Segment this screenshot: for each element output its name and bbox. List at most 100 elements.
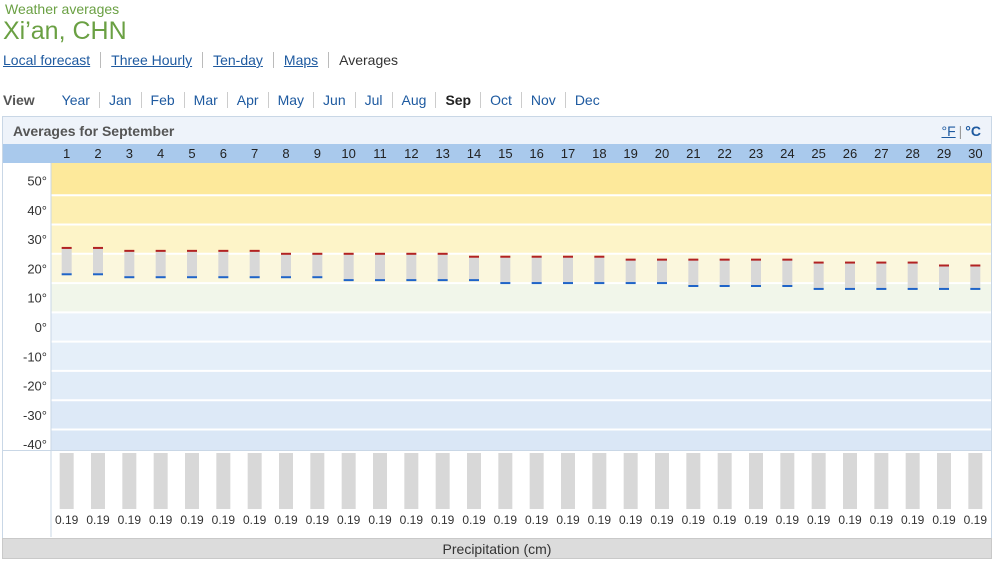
high-temp-marker: [469, 255, 479, 258]
temp-range-bar: [907, 262, 918, 289]
day-label: 29: [937, 146, 951, 161]
day-label: 19: [623, 146, 637, 161]
view-jun[interactable]: Jun: [314, 92, 356, 108]
precip-bar: [811, 453, 826, 509]
precip-value-label: 0.19: [932, 513, 956, 527]
panel-title: Averages for September: [13, 123, 175, 139]
low-temp-marker: [437, 279, 448, 282]
page-title: Xi’an, CHN: [3, 17, 127, 45]
day-label: 4: [157, 146, 164, 161]
low-temp-marker: [813, 287, 824, 290]
day-label: 11: [373, 146, 387, 161]
temp-range-bar: [688, 259, 699, 286]
view-mar[interactable]: Mar: [185, 92, 228, 108]
temp-range-bar: [751, 259, 761, 286]
low-temp-marker: [93, 273, 103, 276]
day-label: 15: [498, 146, 512, 161]
view-nov[interactable]: Nov: [522, 92, 566, 108]
temp-range-bar: [249, 250, 260, 278]
low-temp-marker: [782, 285, 793, 287]
view-dec[interactable]: Dec: [574, 92, 600, 108]
high-temp-marker: [312, 252, 323, 255]
temp-band: [51, 312, 991, 342]
precip-bar: [749, 453, 763, 509]
low-temp-marker: [594, 282, 605, 285]
tab-ten-day[interactable]: Ten-day: [203, 52, 274, 68]
temp-range-bar: [876, 262, 887, 289]
view-year[interactable]: Year: [53, 92, 100, 108]
y-tick-label: -30°: [23, 408, 47, 423]
temp-range-bar: [782, 259, 793, 286]
temp-range-bar: [469, 256, 479, 281]
precip-value-label: 0.19: [462, 513, 486, 527]
view-oct[interactable]: Oct: [481, 92, 522, 108]
low-temp-marker: [939, 287, 949, 290]
temp-range-bar: [970, 265, 981, 289]
precip-value-label: 0.19: [149, 513, 173, 527]
day-label: 28: [905, 146, 919, 161]
day-label: 30: [968, 146, 982, 161]
low-temp-marker: [751, 285, 761, 287]
high-temp-marker: [155, 249, 166, 252]
temp-range-bar: [813, 262, 824, 289]
day-label: 13: [435, 146, 449, 161]
temp-range-bar: [124, 250, 135, 278]
temp-range-bar: [594, 256, 605, 284]
high-temp-marker: [500, 255, 511, 258]
temperature-precip-chart: 50°40°30°20°10°0°-10°-20°-30°-40°10.1920…: [3, 144, 991, 537]
precip-value-label: 0.19: [431, 513, 455, 527]
view-jan[interactable]: Jan: [100, 92, 142, 108]
day-label: 26: [843, 146, 857, 161]
temp-range-bar: [406, 253, 417, 281]
view-feb[interactable]: Feb: [142, 92, 185, 108]
unit-fahrenheit-link[interactable]: °F: [941, 123, 956, 139]
view-sep[interactable]: Sep: [436, 92, 482, 108]
precip-bar: [153, 453, 168, 509]
tab-three-hourly[interactable]: Three Hourly: [101, 52, 204, 68]
view-may[interactable]: May: [269, 92, 315, 108]
precip-value-label: 0.19: [619, 513, 643, 527]
high-temp-marker: [813, 261, 824, 264]
day-label: 10: [341, 146, 355, 161]
temp-range-bar: [657, 259, 667, 284]
high-temp-marker: [657, 258, 667, 261]
high-temp-marker: [594, 255, 605, 258]
precip-value-label: 0.19: [525, 513, 549, 527]
precip-value-label: 0.19: [556, 513, 580, 527]
precip-value-label: 0.19: [838, 513, 862, 527]
low-temp-marker: [563, 282, 573, 285]
view-aug[interactable]: Aug: [393, 92, 437, 108]
precip-bar: [655, 453, 669, 509]
high-temp-marker: [281, 252, 291, 255]
tab-local-forecast[interactable]: Local forecast: [3, 52, 102, 68]
precip-value-label: 0.19: [650, 513, 674, 527]
precip-bar: [717, 453, 732, 509]
high-temp-marker: [782, 258, 793, 261]
y-tick-label: 10°: [27, 291, 47, 306]
view-jul[interactable]: Jul: [356, 92, 393, 108]
temp-band: [51, 341, 991, 371]
precip-value-label: 0.19: [400, 513, 424, 527]
day-label: 17: [561, 146, 575, 161]
precip-bar: [843, 453, 857, 509]
temp-range-bar: [312, 253, 323, 278]
unit-celsius[interactable]: °C: [965, 123, 981, 139]
temp-range-bar: [187, 250, 197, 278]
temp-range-bar: [155, 250, 166, 278]
precip-value-label: 0.19: [86, 513, 110, 527]
y-tick-label: 40°: [27, 203, 47, 218]
forecast-tabs: Local forecast Three Hourly Ten-day Maps…: [3, 51, 408, 69]
precip-value-label: 0.19: [807, 513, 831, 527]
view-apr[interactable]: Apr: [228, 92, 269, 108]
precip-bar: [592, 453, 607, 509]
tab-maps[interactable]: Maps: [274, 52, 330, 68]
low-temp-marker: [500, 282, 511, 285]
day-label: 24: [780, 146, 794, 161]
day-header-row: [3, 144, 991, 163]
unit-toggle: °F | °C: [941, 123, 981, 139]
precip-value-label: 0.19: [682, 513, 706, 527]
averages-panel: Averages for September °F | °C 50° 40° 30° 20…: [2, 116, 992, 559]
high-temp-marker: [751, 258, 761, 261]
low-temp-marker: [343, 279, 354, 282]
precip-bar: [341, 453, 356, 509]
